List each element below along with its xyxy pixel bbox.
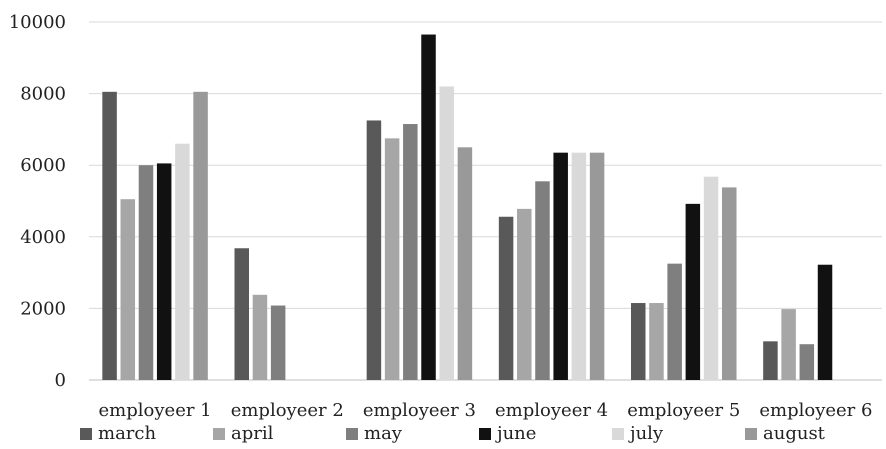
- bar-june: [421, 34, 436, 380]
- x-category-label: employeer 3: [363, 400, 476, 421]
- y-tick-label: 2000: [20, 298, 66, 319]
- bar-may: [270, 305, 286, 380]
- x-category-label: employeer 4: [495, 400, 608, 421]
- bar-april: [781, 309, 796, 380]
- legend-swatch-june: [479, 428, 491, 440]
- bar-may: [138, 165, 154, 380]
- y-tick-label: 0: [55, 370, 66, 391]
- legend-swatch-may: [346, 428, 358, 440]
- x-category-label: employeer 5: [627, 400, 740, 421]
- bar-july: [703, 176, 719, 380]
- y-tick-label: 6000: [20, 155, 66, 176]
- legend-swatch-july: [612, 428, 624, 440]
- y-tick-label: 10000: [9, 12, 66, 33]
- gridlines: [89, 21, 882, 381]
- y-tick-label: 4000: [20, 227, 66, 248]
- bar-june: [553, 152, 568, 380]
- x-axis-labels: employeer 1 employeer 2 employeer 3 employe…: [99, 400, 873, 421]
- bar-august: [457, 147, 473, 380]
- legend-swatch-august: [745, 428, 757, 440]
- bar-july: [439, 86, 454, 380]
- legend: march april may june july august: [80, 423, 826, 444]
- bar-april: [120, 199, 136, 380]
- bar-april: [517, 208, 532, 380]
- bar-april: [252, 294, 268, 380]
- bar-august: [193, 91, 208, 380]
- bar-august: [722, 187, 737, 380]
- bar-july: [175, 143, 190, 380]
- bar-june: [817, 264, 833, 380]
- bar-july: [571, 152, 587, 380]
- x-category-label: employeer 1: [99, 400, 212, 421]
- legend-label: august: [763, 423, 826, 444]
- legend-label: may: [364, 423, 403, 444]
- legend-label: july: [628, 423, 664, 444]
- y-axis-ticks: 0 2000 4000 6000 8000 10000: [9, 12, 66, 391]
- bar-march: [631, 303, 646, 380]
- bar-march: [366, 120, 382, 380]
- legend-swatch-april: [213, 428, 225, 440]
- bar-may: [535, 181, 550, 380]
- bar-april: [384, 138, 400, 380]
- bar-june: [156, 163, 172, 380]
- bar-may: [403, 124, 418, 380]
- legend-label: june: [495, 423, 536, 444]
- y-tick-label: 8000: [20, 84, 66, 105]
- bar-august: [589, 152, 605, 380]
- bar-march: [234, 248, 249, 380]
- bar-june: [685, 203, 701, 380]
- x-category-label: employeer 6: [759, 400, 872, 421]
- bar-may: [799, 344, 815, 380]
- legend-label: march: [98, 423, 156, 444]
- x-category-label: employeer 2: [231, 400, 344, 421]
- legend-swatch-march: [80, 428, 92, 440]
- bars: [102, 34, 833, 380]
- bar-march: [498, 216, 514, 380]
- bar-march: [102, 91, 117, 380]
- legend-label: april: [231, 423, 274, 444]
- bar-march: [763, 341, 778, 380]
- bar-april: [649, 303, 664, 380]
- bar-may: [667, 263, 682, 380]
